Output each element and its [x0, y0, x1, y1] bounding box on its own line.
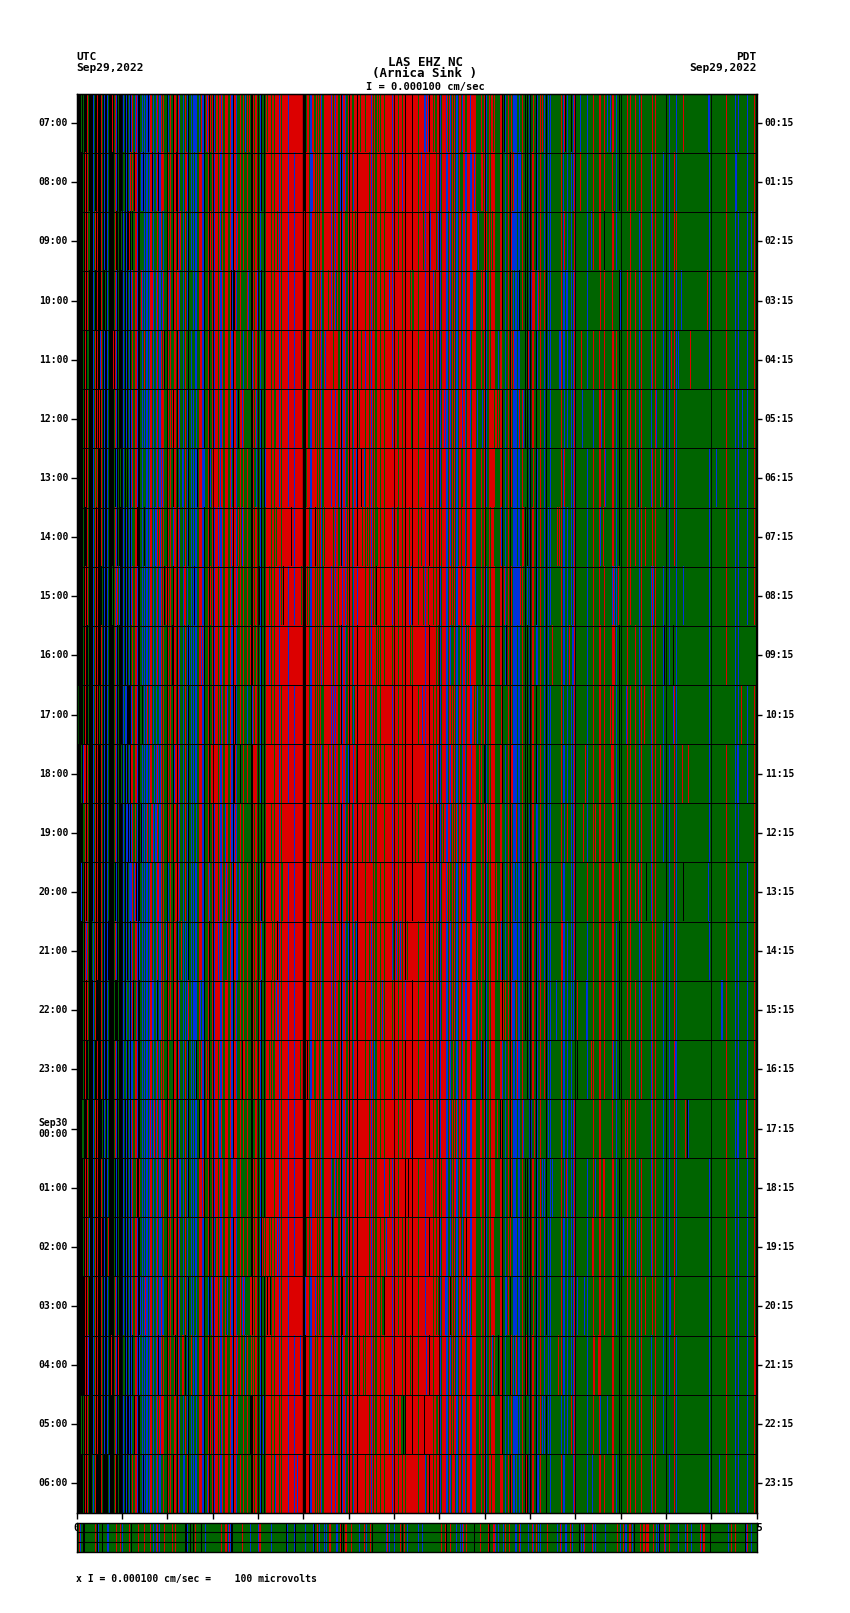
- Text: (Arnica Sink ): (Arnica Sink ): [372, 66, 478, 79]
- Text: Sep29,2022: Sep29,2022: [76, 63, 144, 73]
- X-axis label: TIME (HOURS): TIME (HOURS): [376, 1536, 457, 1547]
- Text: PDT: PDT: [736, 52, 756, 63]
- Text: x I = 0.000100 cm/sec =    100 microvolts: x I = 0.000100 cm/sec = 100 microvolts: [76, 1574, 317, 1584]
- Text: LAS EHZ NC: LAS EHZ NC: [388, 55, 462, 69]
- Text: I = 0.000100 cm/sec: I = 0.000100 cm/sec: [366, 82, 484, 92]
- Text: UTC: UTC: [76, 52, 97, 63]
- Text: Sep29,2022: Sep29,2022: [689, 63, 756, 73]
